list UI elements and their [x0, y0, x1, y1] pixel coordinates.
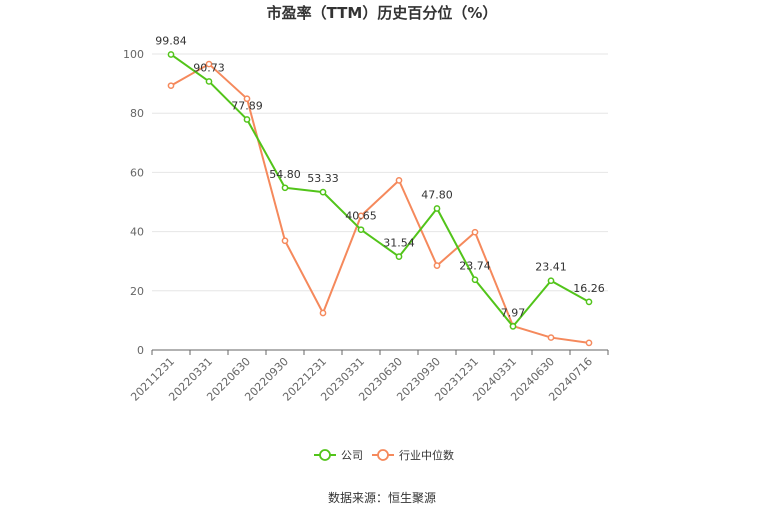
data-point — [509, 323, 517, 330]
data-point — [319, 309, 327, 317]
series-layer — [167, 51, 593, 347]
axes: 0204060801002021123120220331202206302022… — [123, 48, 609, 404]
data-point — [547, 277, 555, 285]
data-label: 23.41 — [535, 261, 567, 274]
data-point — [167, 82, 175, 90]
data-label: 40.65 — [345, 210, 377, 223]
legend: 公司 行业中位数 — [314, 448, 454, 462]
data-point — [585, 339, 593, 347]
legend-marker-icon — [319, 449, 331, 461]
data-point — [395, 253, 403, 260]
data-point — [243, 95, 251, 103]
data-label: 90.73 — [193, 61, 225, 74]
series-company — [167, 51, 593, 330]
y-tick-label: 100 — [123, 48, 144, 61]
data-point — [357, 212, 365, 220]
data-point — [395, 177, 403, 184]
y-tick-label: 0 — [137, 344, 144, 357]
data-point — [319, 188, 327, 196]
data-label: 23.74 — [459, 260, 491, 273]
data-label: 77.89 — [231, 99, 263, 112]
source-note: 数据来源：恒生聚源 — [328, 490, 436, 505]
y-tick-label: 60 — [130, 166, 144, 179]
data-point — [205, 60, 213, 68]
legend-company: 公司 — [314, 449, 363, 462]
legend-marker-icon — [377, 449, 389, 461]
y-tick-label: 40 — [130, 226, 144, 239]
series-line — [170, 53, 590, 328]
data-point — [471, 276, 479, 284]
data-point — [357, 226, 365, 234]
data-point — [585, 298, 593, 306]
series-line — [170, 63, 590, 344]
data-point — [547, 334, 555, 341]
legend-industry-median: 行业中位数 — [372, 448, 454, 462]
data-point — [281, 237, 289, 245]
chart-title: 市盈率（TTM）历史百分位（%） — [267, 4, 498, 22]
data-point — [281, 184, 289, 192]
data-point — [433, 205, 441, 212]
legend-label: 公司 — [341, 449, 363, 462]
data-point — [433, 262, 441, 269]
y-tick-label: 20 — [130, 285, 144, 298]
data-label: 16.26 — [573, 282, 605, 295]
data-label: 7.97 — [501, 306, 526, 319]
data-label: 31.54 — [383, 237, 415, 250]
data-point — [243, 116, 251, 123]
data-point — [471, 228, 479, 236]
data-label: 47.80 — [421, 189, 453, 202]
data-point — [167, 51, 175, 58]
data-label: 99.84 — [155, 34, 187, 47]
data-point — [205, 78, 213, 85]
data-label: 54.80 — [269, 168, 301, 181]
data-label: 53.33 — [307, 172, 339, 185]
legend-label: 行业中位数 — [399, 448, 454, 462]
grid-lines — [152, 53, 608, 292]
y-tick-label: 80 — [130, 107, 144, 120]
data-labels: 99.84 90.73 77.89 54.80 53.33 40.65 31.54 47.80… — [155, 34, 605, 319]
